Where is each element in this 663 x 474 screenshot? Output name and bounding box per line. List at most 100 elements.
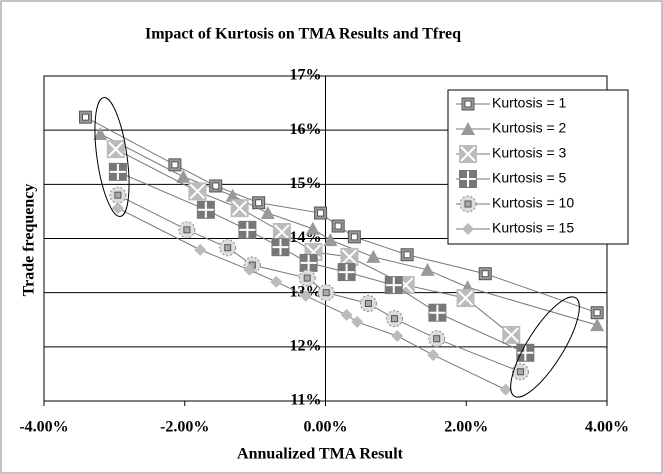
- marker: [196, 200, 215, 219]
- marker-shape: [176, 169, 191, 183]
- marker-shape: [299, 289, 312, 302]
- marker-shape: [194, 243, 207, 256]
- marker: [590, 306, 604, 320]
- marker-shape: [225, 188, 240, 202]
- marker: [243, 263, 256, 276]
- marker-shape: [239, 221, 256, 238]
- marker-shape: [243, 263, 256, 276]
- marker: [459, 145, 477, 163]
- marker-shape: [350, 233, 358, 241]
- marker: [516, 343, 535, 362]
- marker: [225, 188, 240, 202]
- marker: [93, 126, 108, 140]
- marker-shape: [464, 200, 472, 208]
- y-axis-title: Trade frequency: [21, 184, 38, 297]
- legend-label: Kurtosis = 2: [492, 120, 567, 136]
- marker: [456, 289, 475, 308]
- marker: [461, 97, 475, 111]
- y-tick-label: 11%: [290, 392, 321, 409]
- marker-shape: [255, 199, 263, 207]
- marker: [420, 262, 435, 276]
- marker-shape: [224, 244, 232, 252]
- marker: [298, 269, 316, 287]
- marker: [168, 158, 182, 172]
- marker: [109, 186, 127, 204]
- y-tick-label: 15%: [290, 175, 322, 192]
- marker: [219, 239, 237, 257]
- marker-shape: [427, 348, 440, 361]
- marker-shape: [499, 383, 512, 396]
- series: [79, 110, 604, 320]
- marker: [178, 221, 196, 239]
- marker-shape: [323, 233, 338, 247]
- marker-shape: [481, 270, 489, 278]
- marker: [299, 289, 312, 302]
- marker: [428, 330, 446, 348]
- marker: [347, 230, 361, 244]
- chart-title: Impact of Kurtosis on TMA Results and Tf…: [145, 26, 461, 43]
- marker: [459, 195, 477, 213]
- marker-shape: [111, 202, 124, 215]
- y-tick-label: 12%: [290, 338, 322, 355]
- marker: [461, 122, 475, 135]
- marker-shape: [457, 290, 474, 306]
- marker-shape: [433, 335, 441, 343]
- marker-shape: [340, 308, 353, 321]
- legend-label: Kurtosis = 15: [492, 220, 574, 236]
- x-axis-title: Annualized TMA Result: [237, 446, 404, 463]
- x-tick-label: -4.00%: [19, 419, 68, 436]
- marker-shape: [517, 344, 534, 361]
- marker: [238, 220, 257, 239]
- y-tick-label: 16%: [290, 121, 322, 138]
- marker-shape: [197, 201, 214, 218]
- marker-shape: [420, 262, 435, 276]
- marker-shape: [109, 163, 126, 180]
- marker: [340, 308, 353, 321]
- marker: [188, 182, 207, 201]
- marker-shape: [461, 122, 475, 135]
- marker-shape: [317, 209, 325, 217]
- marker: [366, 249, 381, 263]
- marker-shape: [270, 275, 283, 288]
- x-tick-label: 0.00%: [304, 419, 348, 436]
- marker: [260, 206, 275, 220]
- marker-shape: [300, 254, 317, 271]
- x-tick-label: -2.00%: [160, 419, 209, 436]
- marker-shape: [114, 191, 122, 199]
- marker-shape: [82, 113, 90, 121]
- marker-shape: [385, 277, 402, 294]
- x-tick-label: 2.00%: [444, 419, 488, 436]
- marker-shape: [462, 223, 474, 235]
- marker-shape: [403, 251, 411, 259]
- marker-shape: [351, 315, 364, 328]
- marker: [340, 247, 359, 266]
- marker: [502, 325, 521, 344]
- marker: [462, 223, 474, 235]
- marker: [459, 170, 477, 188]
- legend-label: Kurtosis = 3: [492, 145, 567, 161]
- marker: [314, 206, 328, 220]
- legend: Kurtosis = 1 Kurtosis = 2 Kurtosis = 3 Kurt…: [447, 89, 629, 245]
- marker-shape: [364, 300, 372, 307]
- y-tick-label: 17%: [290, 67, 322, 84]
- marker: [590, 318, 605, 332]
- marker-shape: [516, 368, 524, 376]
- marker: [337, 263, 356, 282]
- marker: [331, 219, 345, 233]
- marker: [351, 315, 364, 328]
- series-line: [85, 116, 598, 314]
- marker-shape: [503, 327, 519, 343]
- marker: [272, 223, 291, 241]
- marker: [317, 284, 335, 302]
- marker: [106, 140, 125, 159]
- marker-shape: [460, 146, 476, 162]
- marker-shape: [231, 200, 248, 216]
- x-tick-label: 4.00%: [585, 419, 629, 436]
- marker: [511, 363, 529, 381]
- marker-shape: [303, 274, 311, 282]
- marker-shape: [189, 183, 206, 200]
- marker: [427, 348, 440, 361]
- marker-shape: [341, 249, 358, 265]
- marker: [176, 169, 191, 183]
